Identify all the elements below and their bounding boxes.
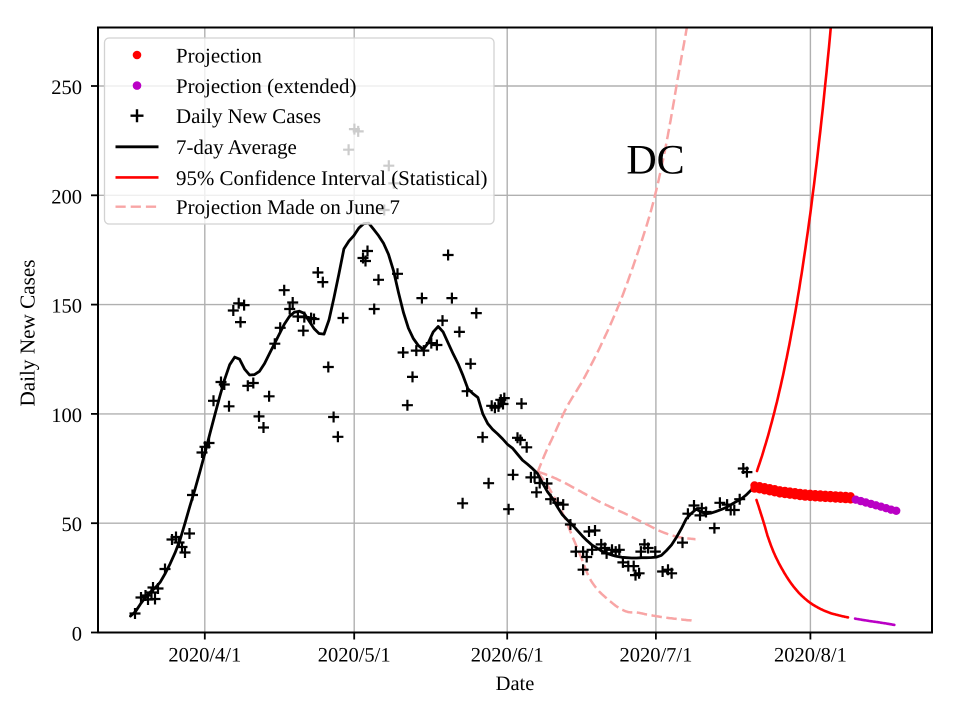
svg-text:250: 250 xyxy=(51,77,82,99)
svg-text:Date: Date xyxy=(496,673,535,695)
svg-text:DC: DC xyxy=(626,138,684,184)
svg-text:2020/5/1: 2020/5/1 xyxy=(318,645,391,667)
svg-text:Projection Made on June 7: Projection Made on June 7 xyxy=(176,195,400,219)
svg-text:Projection: Projection xyxy=(176,43,262,67)
svg-text:Daily New Cases: Daily New Cases xyxy=(176,104,321,128)
svg-text:2020/8/1: 2020/8/1 xyxy=(774,645,847,667)
svg-text:Daily New Cases: Daily New Cases xyxy=(16,259,40,406)
svg-text:7-day Average: 7-day Average xyxy=(176,135,297,159)
svg-text:0: 0 xyxy=(72,624,82,646)
svg-text:2020/4/1: 2020/4/1 xyxy=(168,645,241,667)
svg-text:50: 50 xyxy=(62,514,83,536)
svg-text:Projection (extended): Projection (extended) xyxy=(176,74,356,98)
svg-text:95% Confidence Interval (Stati: 95% Confidence Interval (Statistical) xyxy=(176,166,488,190)
svg-text:2020/6/1: 2020/6/1 xyxy=(471,645,544,667)
svg-text:200: 200 xyxy=(51,186,82,208)
svg-text:2020/7/1: 2020/7/1 xyxy=(619,645,692,667)
svg-text:100: 100 xyxy=(51,405,82,427)
svg-text:150: 150 xyxy=(51,296,82,318)
